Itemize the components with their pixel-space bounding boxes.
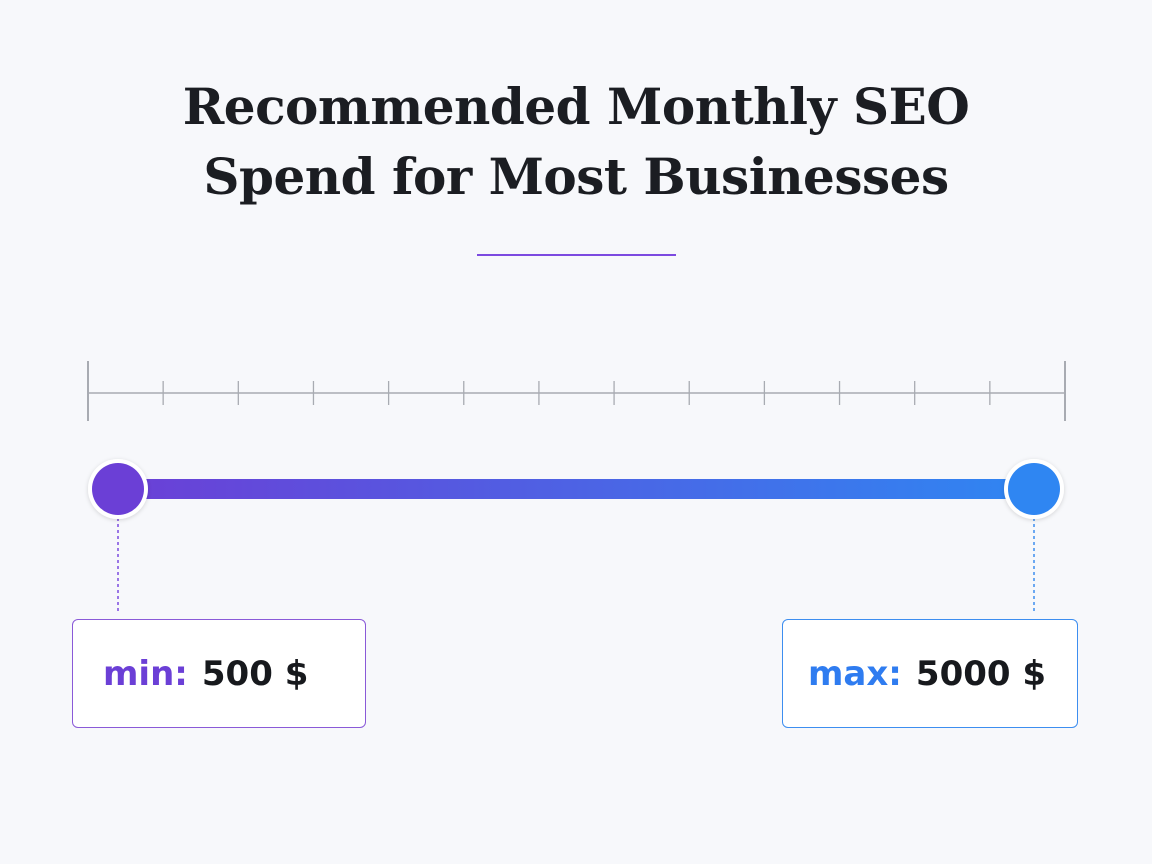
axis-ticks bbox=[87, 361, 1066, 421]
max-callout: max: 5000 $ bbox=[782, 619, 1078, 728]
title-line-1: Recommended Monthly SEO bbox=[182, 77, 970, 136]
min-handle-dot bbox=[92, 463, 144, 515]
min-callout: min: 500 $ bbox=[72, 619, 366, 728]
max-label: max: bbox=[808, 653, 902, 694]
max-handle-dot bbox=[1008, 463, 1060, 515]
min-value: 500 $ bbox=[201, 653, 309, 694]
page-title: Recommended Monthly SEO Spend for Most B… bbox=[0, 72, 1152, 212]
max-value: 5000 $ bbox=[915, 653, 1047, 694]
title-line-2: Spend for Most Businesses bbox=[203, 147, 949, 206]
title-divider bbox=[477, 254, 676, 256]
range-bar bbox=[118, 479, 1034, 499]
min-label: min: bbox=[103, 653, 188, 694]
